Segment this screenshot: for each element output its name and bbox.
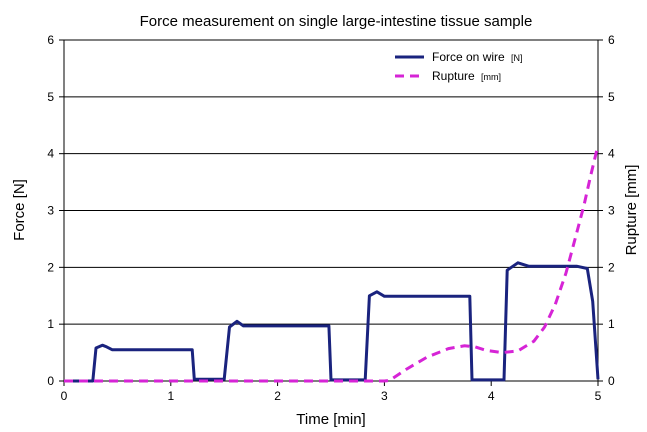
y-tick-label-4: 4 [47, 147, 54, 161]
y2-axis-ticks: 0 1 2 3 4 5 6 [598, 33, 615, 388]
legend-label-rupture: Rupture [432, 69, 475, 83]
y2-tick-label-3: 3 [608, 204, 615, 218]
series-force-on-wire-line [64, 261, 600, 383]
gridlines [64, 96, 598, 325]
legend-unit-rupture: [mm] [481, 72, 501, 82]
y-tick-label-5: 5 [47, 90, 54, 104]
y2-tick-label-1: 1 [608, 317, 615, 331]
legend: Force on wire [N] Rupture [mm] [395, 50, 523, 83]
svg-text:Force on wire [N]: Force on wire [N] [432, 50, 523, 64]
y2-tick-label-6: 6 [608, 33, 615, 47]
legend-unit-force: [N] [511, 53, 523, 63]
chart-title: Force measurement on single large-intest… [140, 13, 533, 30]
x-tick-label-2: 2 [274, 389, 281, 403]
y2-axis-label: Rupture [mm] [623, 165, 640, 256]
y2-tick-label-5: 5 [608, 90, 615, 104]
x-tick-label-3: 3 [381, 389, 388, 403]
y-axis-ticks: 0 1 2 3 4 5 6 [47, 33, 64, 388]
x-tick-label-5: 5 [595, 389, 602, 403]
x-axis-ticks: 0 1 2 3 4 5 [61, 381, 602, 403]
y-tick-label-6: 6 [47, 33, 54, 47]
svg-text:Rupture [mm]: Rupture [mm] [432, 69, 501, 83]
legend-label-force: Force on wire [432, 50, 505, 64]
series-rupture-line [64, 144, 600, 383]
x-tick-label-4: 4 [488, 389, 495, 403]
y-tick-label-0: 0 [47, 374, 54, 388]
y-axis-label: Force [N] [11, 179, 28, 241]
y2-tick-label-4: 4 [608, 147, 615, 161]
y2-tick-label-0: 0 [608, 374, 615, 388]
y2-tick-label-2: 2 [608, 260, 615, 274]
x-axis-label: Time [min] [296, 411, 365, 428]
y-tick-label-3: 3 [47, 204, 54, 218]
y-tick-label-2: 2 [47, 260, 54, 274]
x-tick-label-1: 1 [167, 389, 174, 403]
x-tick-label-0: 0 [61, 389, 68, 403]
y-tick-label-1: 1 [47, 317, 54, 331]
